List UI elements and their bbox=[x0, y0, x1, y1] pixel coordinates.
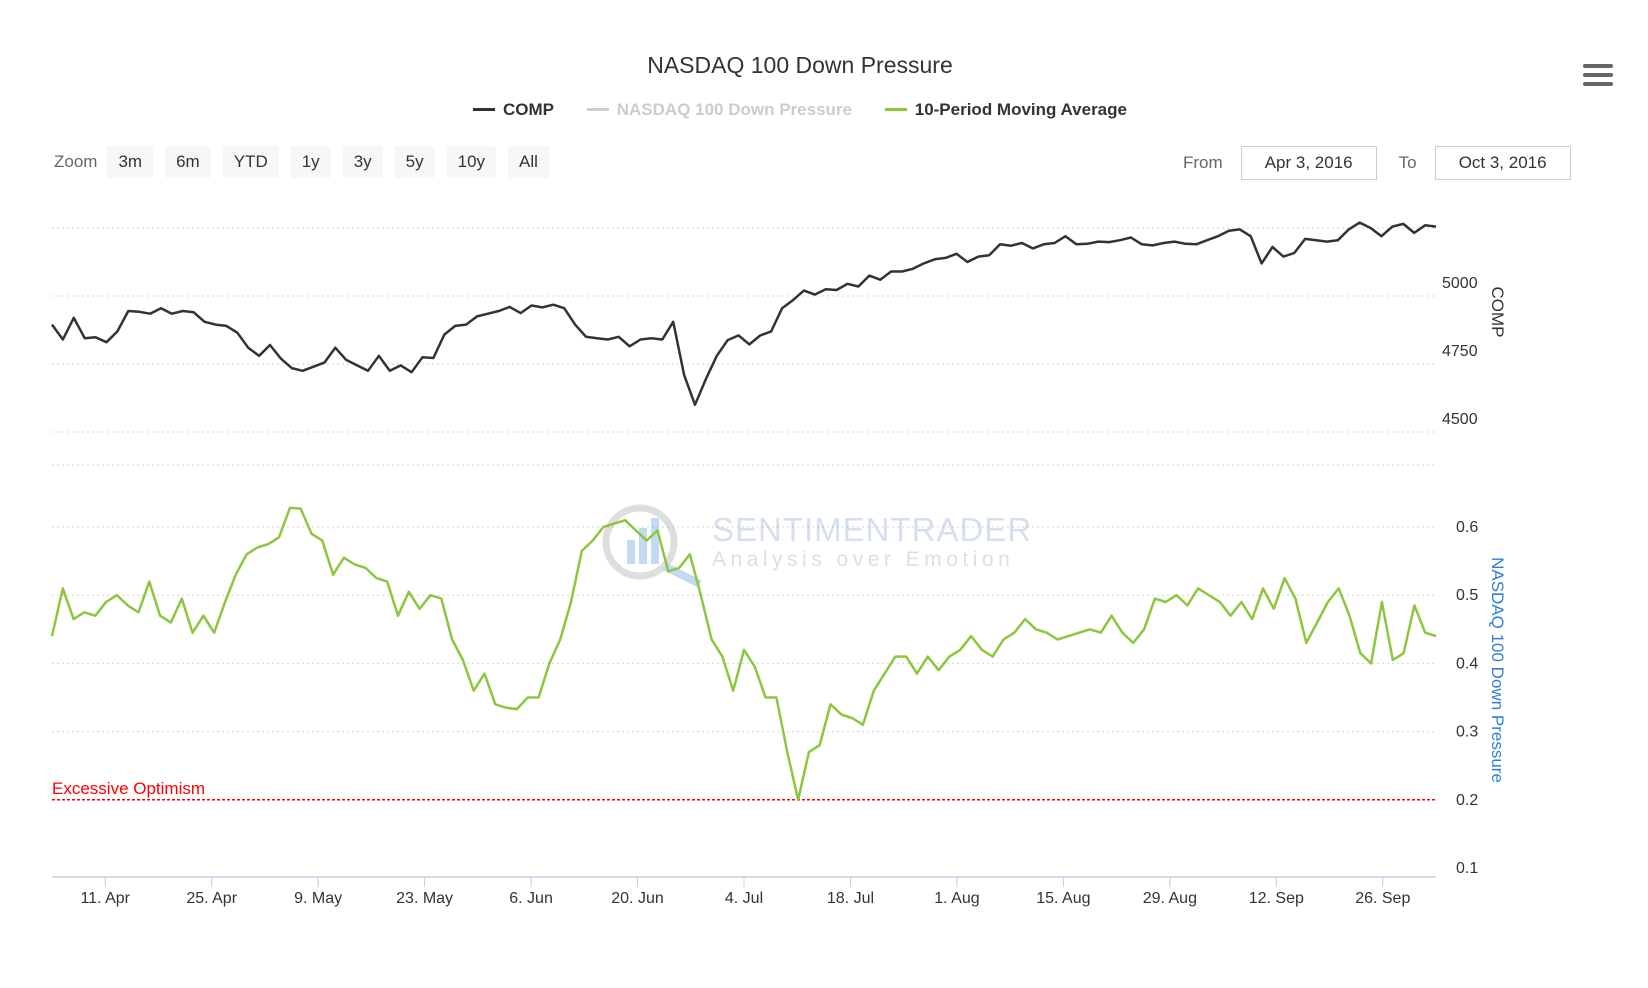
to-label: To bbox=[1398, 153, 1417, 172]
x-tick-label: 1. Aug bbox=[934, 890, 979, 907]
x-tick-label: 12. Sep bbox=[1249, 890, 1304, 907]
chart-title: NASDAQ 100 Down Pressure bbox=[647, 52, 953, 78]
range-selector: From Apr 3, 2016 To Oct 3, 2016 bbox=[1183, 146, 1571, 180]
x-tick-label: 15. Aug bbox=[1036, 890, 1090, 907]
zoom-button-1y[interactable]: 1y bbox=[290, 146, 331, 178]
zoom-button-6m[interactable]: 6m bbox=[165, 146, 211, 178]
zoom-controls: Zoom 3m 6m YTD 1y 3y 5y 10y All bbox=[54, 146, 561, 178]
y-axis-title-comp: COMP bbox=[1488, 287, 1507, 338]
y-tick-label-comp: 4500 bbox=[1442, 411, 1478, 428]
x-tick-label: 6. Jun bbox=[509, 890, 553, 907]
legend-symbol-down-pressure bbox=[586, 108, 609, 111]
x-tick-label: 11. Apr bbox=[80, 890, 130, 907]
legend-label-down-pressure: NASDAQ 100 Down Pressure bbox=[616, 99, 852, 119]
x-tick-label: 4. Jul bbox=[725, 890, 763, 907]
axes: 5000 4750 4500 0.6 0.5 0.4 0.3 0.2 0.1 COMP NASDAQ… bbox=[52, 275, 1507, 907]
from-date-input[interactable]: Apr 3, 2016 bbox=[1240, 146, 1377, 180]
legend-label-moving-average: 10-Period Moving Average bbox=[914, 99, 1127, 119]
legend-symbol-comp bbox=[473, 108, 496, 111]
y-tick-label-down-pressure: 0.3 bbox=[1456, 724, 1478, 741]
series-group bbox=[50, 221, 1437, 802]
watermark-bar-1 bbox=[627, 540, 635, 564]
legend-item-comp[interactable]: COMP bbox=[473, 100, 554, 120]
y-tick-label-down-pressure: 0.2 bbox=[1456, 792, 1478, 809]
zoom-button-3y[interactable]: 3y bbox=[342, 146, 383, 178]
series-line-comp bbox=[50, 221, 1437, 407]
y-tick-label-down-pressure: 0.4 bbox=[1456, 655, 1478, 672]
watermark-title: SENTIMENTRADER bbox=[712, 511, 1032, 548]
watermark-logo-icon bbox=[602, 504, 678, 580]
y-tick-label-down-pressure: 0.6 bbox=[1456, 519, 1478, 536]
x-tick-label: 9. May bbox=[294, 890, 342, 907]
legend-label-comp: COMP bbox=[503, 99, 555, 119]
zoom-button-5y[interactable]: 5y bbox=[394, 146, 435, 178]
x-tick-label: 18. Jul bbox=[827, 890, 874, 907]
zoom-button-3m[interactable]: 3m bbox=[107, 146, 154, 178]
zoom-button-ytd[interactable]: YTD bbox=[222, 146, 279, 178]
legend-item-down-pressure[interactable]: NASDAQ 100 Down Pressure bbox=[586, 99, 852, 120]
excessive-optimism-label: Excessive Optimism bbox=[52, 779, 205, 798]
y-tick-label-down-pressure: 0.5 bbox=[1456, 587, 1478, 604]
legend-symbol-moving-average bbox=[884, 108, 907, 111]
watermark-subtitle: Analysis over Emotion bbox=[712, 548, 1014, 571]
x-tick-label: 23. May bbox=[396, 890, 453, 907]
watermark-handle bbox=[662, 562, 702, 588]
x-tick-label: 25. Apr bbox=[186, 890, 237, 907]
watermark-bar-2 bbox=[639, 528, 647, 564]
watermark: SENTIMENTRADER Analysis over Emotion bbox=[602, 504, 1032, 588]
y-tick-label-down-pressure: 0.1 bbox=[1456, 860, 1478, 877]
legend-item-moving-average[interactable]: 10-Period Moving Average bbox=[884, 99, 1127, 120]
y-axis-title-down-pressure: NASDAQ 100 Down Pressure bbox=[1488, 557, 1507, 783]
legend: COMP NASDAQ 100 Down Pressure 10-Period … bbox=[0, 96, 1600, 120]
y-tick-label-comp: 4750 bbox=[1442, 343, 1478, 360]
zoom-button-10y[interactable]: 10y bbox=[446, 146, 497, 178]
to-date-input[interactable]: Oct 3, 2016 bbox=[1434, 146, 1571, 180]
x-tick-label: 26. Sep bbox=[1355, 890, 1410, 907]
watermark-bar-3 bbox=[651, 518, 659, 564]
chart-menu-button[interactable] bbox=[1583, 64, 1613, 90]
series-line-moving-average bbox=[50, 506, 1437, 802]
x-tick-label: 20. Jun bbox=[611, 890, 663, 907]
menu-icon bbox=[1583, 64, 1613, 68]
threshold-group: Excessive Optimism bbox=[52, 779, 1436, 801]
x-tick-label: 29. Aug bbox=[1143, 890, 1197, 907]
from-label: From bbox=[1183, 153, 1223, 172]
grid bbox=[52, 227, 1436, 801]
zoom-label: Zoom bbox=[54, 152, 98, 171]
y-tick-label-comp: 5000 bbox=[1442, 275, 1478, 292]
zoom-button-all[interactable]: All bbox=[508, 146, 549, 178]
